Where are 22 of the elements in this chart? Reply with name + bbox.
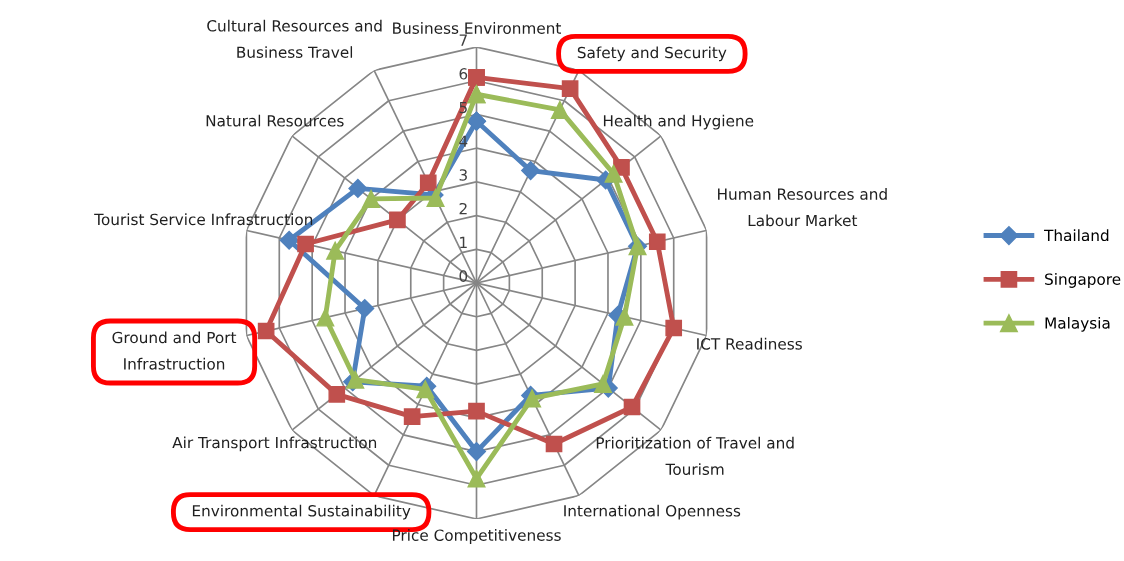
y-tick-label: 3 xyxy=(459,169,467,181)
spoke-label: Business Environment xyxy=(393,22,562,34)
spoke-label: Cultural Resources and Business Travel xyxy=(207,19,382,58)
spoke-label: Price Competitiveness xyxy=(392,529,561,544)
legend-label: Malaysia xyxy=(1045,316,1110,332)
spoke-label: Prioritization of Travel and Tourism xyxy=(596,436,794,476)
y-tick-label: 6 xyxy=(459,68,468,80)
spoke-label: Natural Resources xyxy=(206,114,344,127)
spoke-label: Safety and Security xyxy=(577,46,727,62)
spoke-label: International Openness xyxy=(564,504,741,520)
spoke-label: Human Resources and Labour Market xyxy=(718,188,887,227)
spoke-label: ICT Readiness xyxy=(697,337,802,350)
y-tick-label: 2 xyxy=(459,202,467,215)
spoke-label: Health and Hygiene xyxy=(603,114,754,130)
y-tick-label: 1 xyxy=(460,236,467,248)
y-tick-label: 7 xyxy=(459,34,467,46)
spoke-label: Ground and Port Infrastruction xyxy=(112,331,237,370)
spoke-label: Air Transport Infrastruction xyxy=(172,436,377,452)
spoke-label: Environmental Sustainability xyxy=(192,504,411,520)
spoke-label: Tourist Service Infrastruction xyxy=(94,213,313,226)
legend-label: Singapore xyxy=(1045,273,1121,288)
legend-label: Thailand xyxy=(1044,229,1109,242)
